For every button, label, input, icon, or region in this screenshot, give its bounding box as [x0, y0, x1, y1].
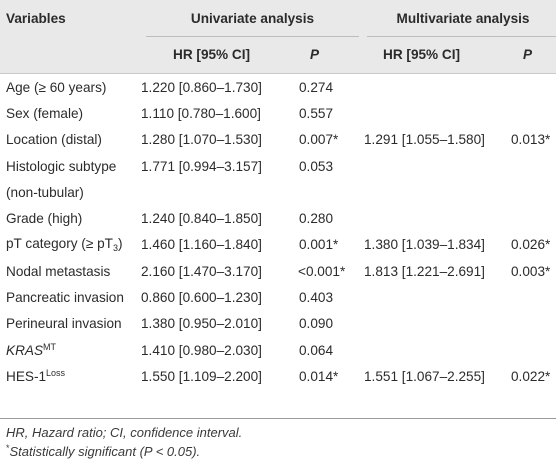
row-multi-p: [511, 179, 556, 205]
row-uni-p: 0.557: [299, 105, 334, 121]
row-uni-hr: 1.220 [0.860–1.730]: [141, 79, 262, 95]
row-uni-hr: 1.771 [0.994–3.157]: [141, 158, 262, 174]
table-row: Age (≥ 60 years) 1.220 [0.860–1.730] 0.2…: [0, 73, 556, 101]
header-row-columns: HR [95% CI] P HR [95% CI] P: [0, 36, 556, 74]
footnote-abbreviations: HR, Hazard ratio; CI, confidence interva…: [6, 425, 243, 440]
row-multi-p: 0.026*: [511, 237, 551, 253]
table-row: HES-1Loss 1.550 [1.109–2.200] 0.014* 1.5…: [0, 363, 556, 389]
row-multi-p: [511, 74, 556, 101]
row-uni-p: 0.403: [299, 290, 334, 306]
row-uni-hr: 1.280 [1.070–1.530]: [141, 132, 262, 148]
row-multi-p: [511, 337, 556, 363]
row-uni-hr: 0.860 [0.600–1.230]: [141, 290, 262, 306]
row-uni-p: 0.001*: [299, 237, 339, 253]
table-row: Pancreatic invasion 0.860 [0.600–1.230] …: [0, 284, 556, 310]
row-uni-hr: 1.110 [0.780–1.600]: [141, 105, 261, 121]
row-uni-hr: 1.240 [0.840–1.850]: [141, 211, 262, 227]
row-uni-hr: 1.550 [1.109–2.200]: [141, 368, 262, 384]
row-uni-hr: 1.460 [1.160–1.840]: [141, 237, 262, 253]
row-multi-p: [511, 205, 556, 231]
hazard-ratio-table: Variables Univariate analysis Multivaria…: [0, 0, 556, 389]
row-uni-p: 0.014*: [299, 368, 339, 384]
row-multi-hr: [364, 153, 511, 179]
row-variable: Histologic subtype: [6, 158, 117, 174]
row-variable: Pancreatic invasion: [6, 290, 124, 306]
row-variable: Nodal metastasis: [6, 263, 111, 279]
univariate-header: Univariate analysis: [141, 0, 364, 36]
row-uni-p: 0.274: [299, 79, 334, 95]
table-row: Sex (female) 1.110 [0.780–1.600] 0.557: [0, 100, 556, 126]
row-variable: HES-1Loss: [6, 368, 66, 385]
row-multi-p: 0.022*: [511, 368, 551, 384]
row-multi-p: [511, 311, 556, 337]
row-uni-hr: 2.160 [1.470–3.170]: [141, 263, 262, 279]
row-variable: Location (distal): [6, 132, 102, 148]
row-uni-p: 0.064: [299, 342, 334, 358]
row-variable: (non-tubular): [6, 184, 84, 200]
uni-p-header: P: [298, 36, 364, 74]
row-variable: Sex (female): [6, 105, 84, 121]
univariate-group-divider: [146, 36, 359, 37]
row-multi-hr: 1.291 [1.055–1.580]: [364, 132, 485, 148]
table-row: Histologic subtype 1.771 [0.994–3.157] 0…: [0, 153, 556, 179]
multi-hr-ci-header: HR [95% CI]: [364, 36, 511, 74]
row-multi-p: 0.013*: [511, 132, 551, 148]
row-uni-hr: 1.380 [0.950–2.010]: [141, 316, 262, 332]
table-row: (non-tubular): [0, 179, 556, 205]
table-row: Location (distal) 1.280 [1.070–1.530] 0.…: [0, 127, 556, 153]
multi-p-header: P: [511, 36, 556, 74]
row-uni-p: 0.090: [299, 316, 334, 332]
header-row-groups: Variables Univariate analysis Multivaria…: [0, 0, 556, 36]
row-multi-hr: [364, 284, 511, 310]
row-multi-p: [511, 153, 556, 179]
row-uni-hr: [141, 179, 298, 205]
row-multi-hr: 1.380 [1.039–1.834]: [364, 237, 485, 253]
uni-hr-ci-header: HR [95% CI]: [141, 36, 298, 74]
row-uni-p: 0.007*: [299, 132, 339, 148]
table-row: KRASMT 1.410 [0.980–2.030] 0.064: [0, 337, 556, 363]
row-variable: Perineural invasion: [6, 316, 122, 332]
row-multi-hr: [364, 74, 511, 101]
multivariate-header: Multivariate analysis: [364, 0, 556, 36]
variables-header: Variables: [0, 0, 141, 36]
row-variable: pT category (≥ pT3): [6, 236, 123, 254]
row-multi-hr: [364, 100, 511, 126]
row-multi-hr: [364, 179, 511, 205]
row-uni-p: <0.001*: [298, 263, 346, 279]
footnote-significance: *Statistically significant (P < 0.05).: [6, 443, 201, 459]
row-multi-hr: [364, 205, 511, 231]
row-multi-hr: [364, 337, 511, 363]
row-uni-p: 0.280: [299, 211, 334, 227]
row-multi-p: [511, 100, 556, 126]
row-variable: KRASMT: [6, 342, 57, 359]
row-multi-p: 0.003*: [511, 263, 551, 279]
row-multi-hr: 1.551 [1.067–2.255]: [364, 368, 485, 384]
row-variable: Age (≥ 60 years): [6, 79, 107, 95]
table-row: Grade (high) 1.240 [0.840–1.850] 0.280: [0, 205, 556, 231]
row-uni-p: 0.053: [299, 158, 334, 174]
row-uni-p: [298, 179, 364, 205]
row-variable: Grade (high): [6, 211, 83, 227]
row-multi-p: [511, 284, 556, 310]
table-row: pT category (≥ pT3) 1.460 [1.160–1.840] …: [0, 232, 556, 258]
row-multi-hr: [364, 311, 511, 337]
table-bottom-rule: [0, 418, 556, 419]
row-uni-hr: 1.410 [0.980–2.030]: [141, 342, 262, 358]
row-multi-hr: 1.813 [1.221–2.691]: [364, 263, 485, 279]
multivariate-group-divider: [367, 36, 556, 37]
table-row: Perineural invasion 1.380 [0.950–2.010] …: [0, 311, 556, 337]
table-row: Nodal metastasis 2.160 [1.470–3.170] <0.…: [0, 258, 556, 284]
